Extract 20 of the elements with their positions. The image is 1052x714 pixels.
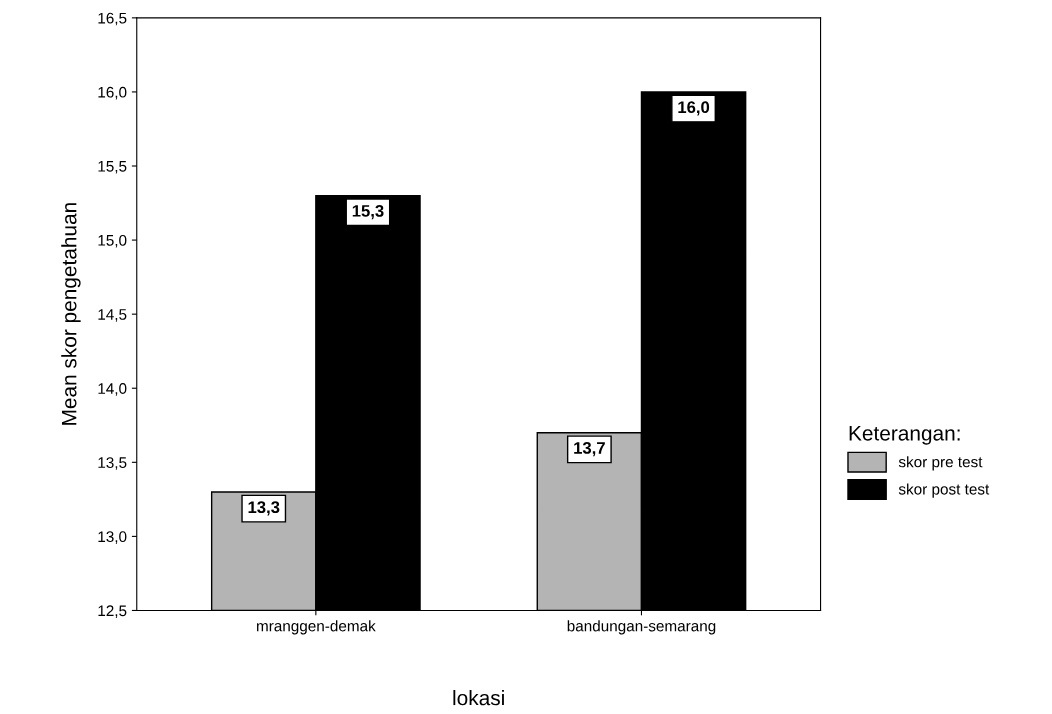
y-axis-title: Mean skor pengetahuan — [61, 203, 81, 425]
data-label: 16,0 — [678, 101, 710, 116]
x-axis-title: lokasi — [453, 689, 504, 706]
y-tick-label: 14,5 — [98, 309, 127, 322]
y-tick-label: 13,5 — [98, 457, 127, 470]
legend-label: skor pre test — [898, 456, 983, 471]
x-tick-label: mranggen-demak — [257, 620, 376, 635]
y-tick-label: 14,0 — [98, 383, 127, 396]
legend-title: Keterangan: — [849, 426, 960, 445]
y-tick-label: 16,5 — [98, 12, 127, 26]
legend-label: skor post test — [898, 483, 990, 498]
data-label: 15,3 — [352, 204, 384, 220]
y-tick-label: 13,0 — [98, 531, 127, 544]
data-label: 13,3 — [248, 501, 280, 516]
x-tick-label: bandungan-semarang — [567, 620, 716, 635]
y-tick-label: 15,5 — [98, 161, 127, 174]
y-tick-label: 12,5 — [98, 605, 127, 618]
y-tick-label: 16,0 — [98, 86, 127, 100]
y-tick-label: 15,0 — [98, 234, 127, 248]
data-label: 13,7 — [574, 442, 605, 457]
